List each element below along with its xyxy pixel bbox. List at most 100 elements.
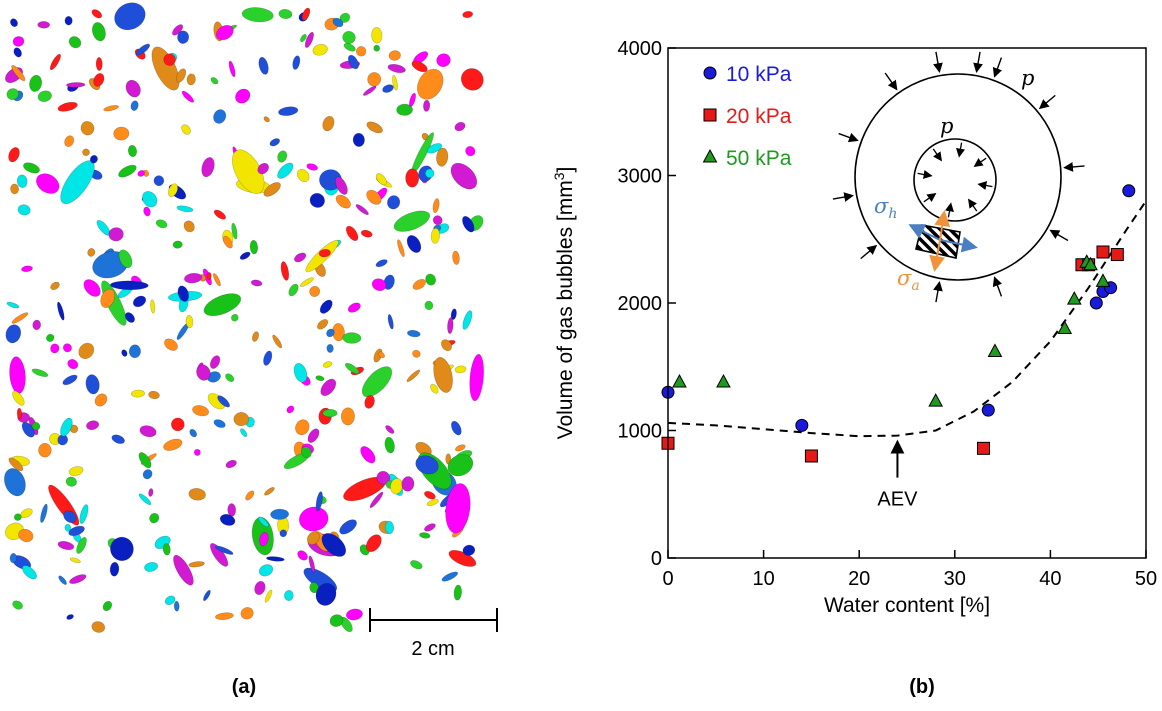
gas-bubble [321, 533, 347, 557]
gas-bubble [131, 389, 145, 398]
outer-arrow [933, 51, 943, 74]
gas-bubble [419, 532, 431, 539]
gas-bubble [315, 491, 323, 512]
gas-bubble [18, 528, 34, 543]
legend: 10 kPa 20 kPa 50 kPa [702, 63, 792, 170]
gas-bubble [111, 434, 125, 444]
gas-bubble [92, 22, 106, 42]
data-point [1083, 256, 1098, 271]
y-tick-label: 1000 [618, 421, 663, 443]
gas-bubble [361, 366, 393, 398]
gas-bubble [83, 279, 101, 297]
gas-bubble [322, 361, 333, 368]
gas-bubble [94, 393, 108, 407]
gas-bubble [423, 99, 431, 112]
gas-bubble [455, 444, 466, 452]
inner-arrow [977, 181, 993, 191]
trend-line [667, 200, 1147, 438]
panel-a-label: (a) [232, 676, 256, 698]
gas-bubble [355, 46, 367, 57]
gas-bubble [415, 455, 439, 475]
inner-ring [913, 138, 997, 222]
y-tick-label: 4000 [618, 38, 663, 60]
gas-bubble [332, 17, 344, 28]
gas-bubble [257, 162, 269, 175]
gas-bubble [8, 457, 24, 472]
gas-bubble [65, 476, 77, 487]
gas-bubble [367, 72, 382, 87]
gas-bubble [264, 589, 273, 603]
inner-arrow [968, 198, 978, 212]
gas-bubble [37, 21, 50, 29]
gas-bubble [412, 349, 421, 358]
gas-bubble [296, 168, 310, 183]
gas-bubble [164, 595, 176, 606]
gas-bubble [387, 63, 406, 74]
gas-bubble [32, 319, 42, 331]
gas-bubble [110, 280, 149, 291]
panel-b-label: (b) [909, 676, 935, 698]
gas-bubble [335, 176, 348, 195]
gas-bubble [360, 446, 376, 464]
gas-bubble [339, 519, 357, 535]
gas-bubble [69, 574, 87, 584]
gas-bubble [91, 621, 106, 633]
gas-bubble [138, 452, 152, 469]
gas-bubble [264, 487, 275, 496]
outer-pressure-arrows [832, 51, 1085, 303]
gas-bubble [239, 251, 251, 260]
outer-pressure-label: p [1021, 66, 1034, 90]
gas-bubble [203, 293, 242, 317]
gas-bubble [163, 53, 176, 66]
gas-bubble [183, 220, 195, 233]
gas-bubble [185, 315, 194, 329]
gas-bubble [164, 338, 178, 351]
gas-bubble [407, 330, 421, 338]
data-point [928, 393, 944, 407]
gas-bubble [11, 312, 29, 324]
gas-bubble [192, 405, 210, 417]
gas-bubble [315, 375, 325, 382]
gas-bubble [425, 273, 437, 286]
gas-bubble [148, 390, 160, 400]
gas-bubble [412, 278, 426, 290]
gas-bubble [139, 425, 157, 438]
gas-bubble [176, 68, 187, 83]
gas-bubble [462, 216, 475, 233]
legend-entry: 20 kPa [726, 105, 792, 128]
gas-bubble [215, 24, 234, 41]
gas-bubble [450, 420, 462, 436]
gas-bubble [163, 438, 183, 451]
gas-bubble [279, 529, 288, 538]
y-ticks: 0 1000 2000 3000 4000 [618, 38, 676, 570]
gas-bubble [355, 204, 369, 216]
gas-bubble [371, 278, 387, 292]
outer-arrow [1063, 162, 1085, 172]
gas-bubble [66, 614, 74, 620]
gas-bubble [12, 36, 25, 47]
gas-bubble [392, 75, 398, 91]
gas-bubble [103, 105, 119, 112]
axes-group: 0 10 20 30 40 50 0 1000 2000 3000 4000 Water cont… [551, 38, 1157, 617]
gas-bubble [69, 557, 81, 564]
gas-bubble [60, 160, 95, 205]
gas-bubble [225, 373, 235, 383]
gas-bubble [387, 195, 401, 210]
gas-bubble [454, 365, 467, 374]
gas-bubble [345, 608, 363, 621]
gas-bubble [347, 54, 359, 70]
x-tick-label: 20 [848, 568, 870, 590]
gas-bubble [173, 554, 194, 586]
gas-bubble [447, 317, 454, 334]
gas-bubble [102, 600, 113, 612]
gas-bubble [397, 239, 405, 258]
gas-bubble [31, 368, 49, 378]
gas-bubble [340, 407, 355, 426]
gas-bubble [231, 222, 238, 240]
gas-bubble [228, 60, 236, 78]
gas-bubble [300, 446, 312, 459]
gas-bubble [245, 490, 255, 501]
gas-bubble [453, 584, 462, 601]
gas-bubble [150, 299, 156, 314]
gas-bubble [87, 248, 96, 257]
